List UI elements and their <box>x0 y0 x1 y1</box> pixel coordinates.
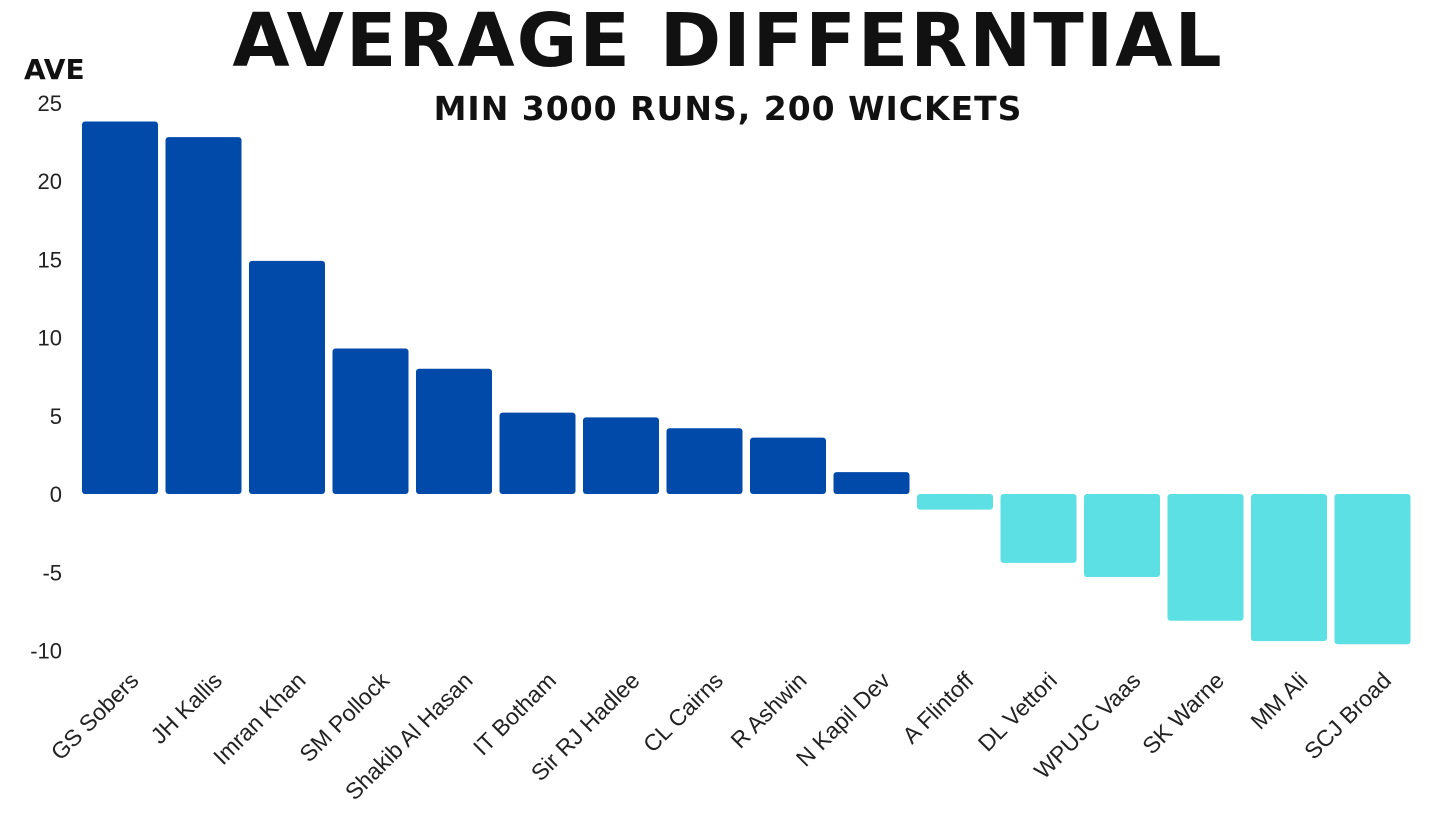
y-axis-ticks: 25 20 15 10 5 0 -5 -10 <box>30 91 62 664</box>
y-tick-label: 10 <box>38 326 62 351</box>
x-tick-label: GS Sobers <box>46 667 144 765</box>
x-tick-label: SCJ Broad <box>1299 667 1396 764</box>
bar <box>666 428 743 494</box>
bar <box>1251 494 1327 642</box>
y-tick-label: 5 <box>50 404 62 429</box>
y-tick-label: -5 <box>42 560 62 585</box>
x-tick-label: MM Ali <box>1245 667 1312 734</box>
y-axis-label: AVE <box>24 53 85 86</box>
bar <box>165 137 242 494</box>
chart-title: AVERAGE DIFFERNTIAL <box>232 0 1223 84</box>
bar <box>416 368 492 494</box>
x-tick-label: JH Kallis <box>145 667 227 749</box>
bar <box>833 472 910 494</box>
y-tick-label: 20 <box>38 169 62 194</box>
x-tick-label: CL Cairns <box>638 667 728 757</box>
x-tick-label: R Ashwin <box>725 667 811 753</box>
bar <box>249 260 325 494</box>
x-tick-label: DL Vettori <box>973 667 1062 756</box>
y-tick-label: -10 <box>30 639 62 664</box>
y-tick-label: 15 <box>38 247 62 272</box>
bar <box>1334 494 1411 645</box>
y-tick-label: 25 <box>38 91 62 116</box>
bar <box>332 348 409 494</box>
bar <box>1000 494 1077 563</box>
chart-subtitle: MIN 3000 RUNS, 200 WICKETS <box>434 89 1023 128</box>
bar <box>82 121 158 494</box>
bar <box>750 437 826 494</box>
x-tick-label: SK Warne <box>1137 667 1229 759</box>
x-tick-label: A Flintoff <box>897 667 979 749</box>
y-tick-label: 0 <box>50 482 62 507</box>
bar <box>1084 494 1160 577</box>
bar <box>499 412 576 494</box>
bars-group <box>82 121 1411 645</box>
bar <box>917 494 993 510</box>
bar <box>583 417 659 494</box>
bar <box>1167 494 1244 621</box>
